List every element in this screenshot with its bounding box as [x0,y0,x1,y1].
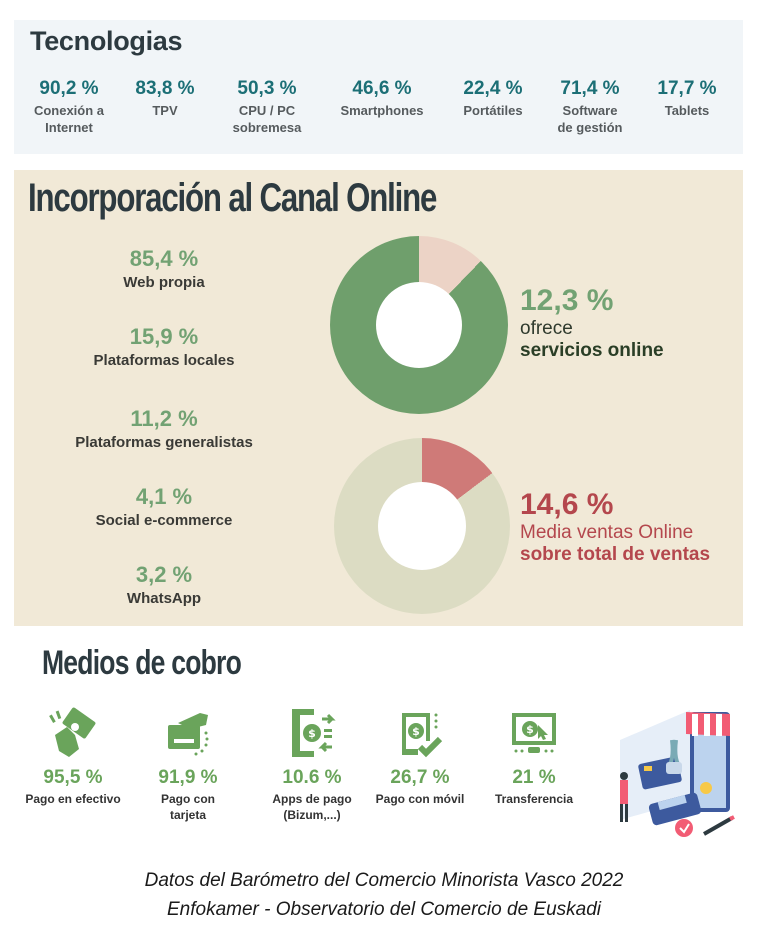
tech-label: TPV [152,103,178,118]
pay-item-efectivo: 95,5 % Pago en efectivo [18,705,128,807]
sales-value: 14,6 % [520,488,614,521]
channel-value: 15,9 % [129,324,199,349]
channel-value: 11,2 % [130,406,198,431]
mobile-payment-icon: $ [392,705,448,761]
donut-hole [376,282,462,368]
tech-label: Tablets [664,103,710,118]
services-value: 12,3 % [520,284,614,317]
pay-value: 10.6 % [282,767,342,788]
tech-item-tpv: 83,8 % TPV [122,78,208,119]
tech-value: 22,4 % [463,78,523,99]
pay-label: Pago con móvil [375,792,465,806]
tech-item-internet: 90,2 % Conexión a Internet [26,78,112,136]
pay-value: 95,5 % [43,767,103,788]
pay-item-apps: $ 10.6 % Apps de pago (Bizum,...) [262,705,362,823]
channel-label: Web propia [123,274,205,291]
channel-value: 3,2 % [135,562,193,587]
tech-item-portatiles: 22,4 % Portátiles [450,78,536,119]
medios-cobro-title: Medios de cobro [42,644,242,682]
pay-value: 91,9 % [158,767,218,788]
donut-services-online [330,236,508,414]
tech-item-cpu: 50,3 % CPU / PC sobremesa [224,78,310,136]
channel-value: 85,4 % [129,246,199,271]
cash-hand-icon [45,705,101,761]
donut-online-sales [334,438,510,614]
services-label-2: servicios online [520,340,664,361]
svg-text:$: $ [308,727,316,740]
tech-value: 46,6 % [352,78,412,99]
svg-text:$: $ [526,723,534,736]
tech-item-smartphones: 46,6 % Smartphones [332,78,432,119]
tech-value: 90,2 % [39,78,99,99]
tech-value: 50,3 % [237,78,297,99]
tecnologias-panel: Tecnologias 90,2 % Conexión a Internet 83… [14,20,743,154]
channel-value: 4,1 % [135,484,193,509]
donut-hole [378,482,466,570]
tecnologias-title: Tecnologias [30,26,183,56]
pay-label: Apps de pago (Bizum,...) [272,792,352,822]
channel-label: Plataformas generalistas [75,434,253,451]
pay-value: 21 % [512,767,556,788]
channel-label: WhatsApp [126,590,202,607]
services-label-1: ofrece [520,318,573,339]
online-shop-illustration [600,700,745,845]
payment-app-icon: $ [284,705,340,761]
tech-item-tablets: 17,7 % Tablets [644,78,730,119]
pay-item-tarjeta: 91,9 % Pago con tarjeta [138,705,238,823]
tech-label: Conexión a Internet [33,103,105,135]
footer-line-1: Datos del Barómetro del Comercio Minoris… [144,870,624,891]
tech-value: 83,8 % [135,78,195,99]
tech-label: Portátiles [463,103,523,118]
transfer-icon: $ [506,705,562,761]
sales-label-1: Media ventas Online [520,522,694,543]
tech-label: CPU / PC sobremesa [232,103,302,135]
pay-item-movil: $ 26,7 % Pago con móvil [370,705,470,807]
canal-online-title: Incorporación al Canal Online [28,176,437,220]
tech-value: 17,7 % [657,78,717,99]
channel-label: Social e-commerce [95,512,233,529]
canal-online-panel: Incorporación al Canal Online 85,4 % Web… [14,170,743,626]
tech-value: 71,4 % [560,78,620,99]
svg-text:$: $ [412,725,420,738]
channel-social-ecommerce: 4,1 % Social e-commerce [44,484,284,529]
channel-web-propia: 85,4 % Web propia [44,246,284,291]
source-footer: Datos del Barómetro del Comercio Minoris… [0,866,768,924]
tech-label: Software de gestión [557,103,623,135]
pay-value: 26,7 % [390,767,450,788]
pay-label: Pago en efectivo [25,792,121,806]
channel-plataformas-generalistas: 11,2 % Plataformas generalistas [44,406,284,451]
pay-label: Pago con tarjeta [160,792,215,822]
channel-label: Plataformas locales [93,352,235,369]
donut-sales-legend: 14,6 % Media ventas Online sobre total d… [520,488,710,566]
tech-item-software: 71,4 % Software de gestión [547,78,633,136]
pay-item-transferencia: $ 21 % Transferencia [484,705,584,807]
sales-label-2: sobre total de ventas [520,544,711,565]
donut-services-legend: 12,3 % ofrece servicios online [520,284,664,362]
pay-label: Transferencia [494,792,574,806]
channel-whatsapp: 3,2 % WhatsApp [44,562,284,607]
channel-plataformas-locales: 15,9 % Plataformas locales [44,324,284,369]
footer-line-2: Enfokamer - Observatorio del Comercio de… [166,899,602,920]
card-hand-icon [160,705,216,761]
tech-label: Smartphones [340,103,424,118]
